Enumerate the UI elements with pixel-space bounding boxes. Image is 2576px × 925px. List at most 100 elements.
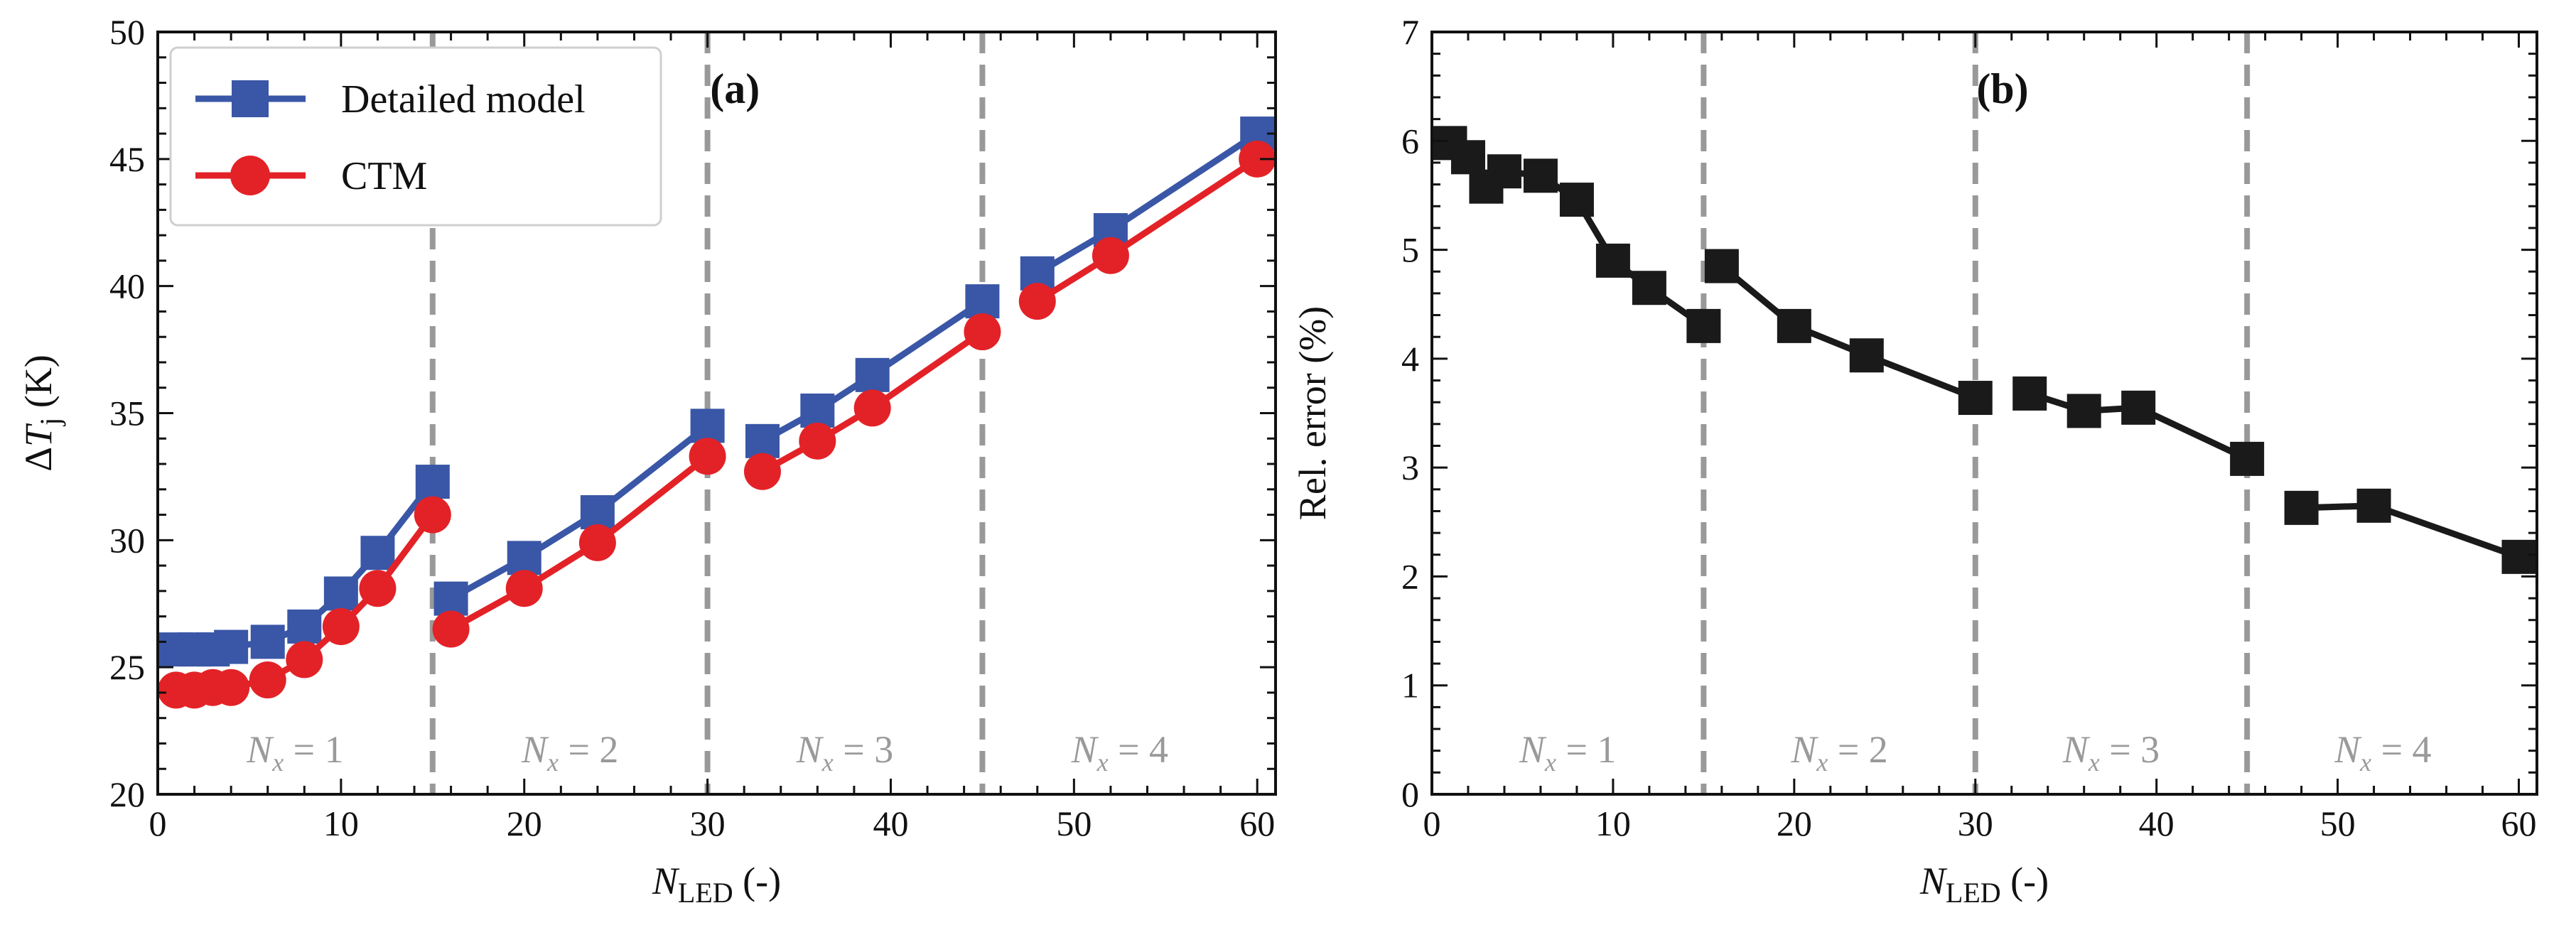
data-point-ctm-n12 xyxy=(359,570,397,607)
region-label-sub: x xyxy=(1816,748,1828,777)
data-point-detailed-model-n45 xyxy=(965,284,1000,319)
data-point-rel-error-n16 xyxy=(1704,249,1739,283)
x-tick-label-10: 10 xyxy=(323,804,359,843)
series-line-ctm-seg3 xyxy=(760,329,984,475)
panel-b-chart: Nx = 1 Nx = 2 Nx = 3 Nx = 40 10 20 30 40 50 60012… xyxy=(1291,12,2538,909)
data-point-detailed-model-n15 xyxy=(415,465,450,499)
data-point-rel-error-n2 xyxy=(1450,140,1485,175)
data-point-ctm-n39 xyxy=(853,389,891,427)
axes-frame xyxy=(1430,31,2538,796)
y-axis-label: Rel. error (%) xyxy=(1291,306,1334,520)
region-label-sub: x xyxy=(1544,748,1556,777)
data-point-rel-error-n48 xyxy=(2284,490,2319,525)
data-point-rel-error-n60 xyxy=(2501,539,2536,574)
data-point-rel-error-n52 xyxy=(2356,488,2391,523)
y-tick-label-1: 1 xyxy=(1401,666,1419,705)
y-tick-label-30: 30 xyxy=(109,520,145,560)
series-line-detailed-model-seg2 xyxy=(449,423,710,602)
data-point-detailed-model-n24 xyxy=(580,494,615,529)
region-label-n: N xyxy=(796,728,824,771)
region-label-2: Nx = 2 xyxy=(521,728,618,777)
data-point-detailed-model-n30 xyxy=(690,409,725,443)
x-tick-label-40: 40 xyxy=(2139,804,2174,843)
x-tick-label-0: 0 xyxy=(1423,804,1441,843)
data-point-rel-error-n6 xyxy=(1523,158,1558,193)
legend-marker-1 xyxy=(232,80,269,117)
region-label-n: N xyxy=(521,728,549,771)
x-axis-label: NLED (-) xyxy=(652,860,781,909)
x-axis-label-sub: LED xyxy=(678,877,733,909)
region-label-1: Nx = 1 xyxy=(1519,728,1616,777)
x-tick-label-20: 20 xyxy=(507,804,542,843)
data-point-detailed-model-n6 xyxy=(250,624,285,659)
panel-label: (b) xyxy=(1976,65,2028,112)
data-point-ctm-n8 xyxy=(286,641,323,678)
data-point-rel-error-n36 xyxy=(2066,394,2101,428)
data-point-detailed-model-n4 xyxy=(214,629,249,664)
y-tick-label-5: 5 xyxy=(1401,230,1419,270)
region-label-eq: = 4 xyxy=(2371,728,2431,771)
y-tick-label-0: 0 xyxy=(1401,774,1419,814)
y-axis-label-suffix: (K) xyxy=(17,355,60,417)
panel-a-chart: Nx = 1 Nx = 2 Nx = 3 Nx = 40 10 20 30 40 50 60202… xyxy=(17,12,1277,909)
data-point-ctm-n4 xyxy=(212,669,250,706)
region-label-2: Nx = 2 xyxy=(1790,728,1887,777)
panel-label: (a) xyxy=(710,65,760,112)
region-label-eq: = 1 xyxy=(1556,728,1616,771)
data-point-rel-error-n12 xyxy=(1632,271,1666,305)
legend-label-2: CTM xyxy=(341,154,427,198)
legend-box xyxy=(169,46,662,227)
data-point-detailed-model-n20 xyxy=(507,541,541,575)
region-label-3: Nx = 3 xyxy=(2062,728,2160,777)
region-label-4: Nx = 4 xyxy=(1071,728,1168,777)
y-tick-label-45: 45 xyxy=(109,139,145,179)
data-point-detailed-model-n10 xyxy=(323,576,358,611)
x-tick-label-60: 60 xyxy=(2501,804,2537,843)
legend-marker-2 xyxy=(230,156,270,195)
data-point-detailed-model-n16 xyxy=(433,581,468,616)
x-axis-label-suffix: (-) xyxy=(2001,860,2049,902)
x-axis-label-main: N xyxy=(1919,860,1948,902)
data-point-detailed-model-n8 xyxy=(287,609,322,644)
data-point-ctm-n52 xyxy=(1092,237,1129,274)
y-tick-label-35: 35 xyxy=(109,394,145,433)
x-axis-label-suffix: (-) xyxy=(733,860,781,902)
data-point-rel-error-n15 xyxy=(1686,308,1721,343)
series-line-ctm-seg2 xyxy=(449,453,710,632)
region-label-n: N xyxy=(246,728,274,771)
legend-label-1: Detailed model xyxy=(341,77,586,121)
y-tick-label-20: 20 xyxy=(109,774,145,814)
data-point-detailed-model-n39 xyxy=(855,357,890,392)
x-axis-label-main: N xyxy=(652,860,680,902)
y-tick-label-25: 25 xyxy=(109,647,145,687)
series-line-rel-error-seg3 xyxy=(2028,390,2249,462)
data-point-ctm-n36 xyxy=(799,422,836,460)
y-tick-label-2: 2 xyxy=(1401,556,1419,596)
data-point-ctm-n16 xyxy=(432,610,470,648)
series-line-detailed-model-seg3 xyxy=(760,298,984,444)
y-axis-label: ΔTj (K) xyxy=(17,355,66,471)
data-point-rel-error-n33 xyxy=(2012,376,2047,411)
legend: Detailed model CTM xyxy=(169,46,662,227)
region-label-3: Nx = 3 xyxy=(796,728,893,777)
data-point-ctm-n24 xyxy=(578,524,616,561)
region-label-n: N xyxy=(2062,728,2091,771)
region-label-eq: = 3 xyxy=(2100,728,2160,771)
data-point-ctm-n30 xyxy=(689,438,726,475)
region-label-n: N xyxy=(1790,728,1818,771)
series-line-detailed-model-seg4 xyxy=(1035,131,1259,276)
data-point-ctm-n6 xyxy=(249,661,286,699)
series-line-rel-error-seg4 xyxy=(2301,502,2521,561)
region-label-4: Nx = 4 xyxy=(2334,728,2431,777)
y-tick-label-4: 4 xyxy=(1401,339,1419,379)
series-line-rel-error-seg2 xyxy=(1720,264,1977,401)
data-point-ctm-n15 xyxy=(414,496,451,534)
data-point-ctm-n10 xyxy=(322,607,360,645)
x-axis-label: NLED (-) xyxy=(1919,860,2049,909)
x-tick-label-60: 60 xyxy=(1239,804,1275,843)
data-point-ctm-n48 xyxy=(1018,283,1056,320)
x-tick-label-40: 40 xyxy=(873,804,908,843)
region-label-n: N xyxy=(1519,728,1547,771)
x-axis-label-sub: LED xyxy=(1946,877,2001,909)
region-label-n: N xyxy=(2334,728,2362,771)
